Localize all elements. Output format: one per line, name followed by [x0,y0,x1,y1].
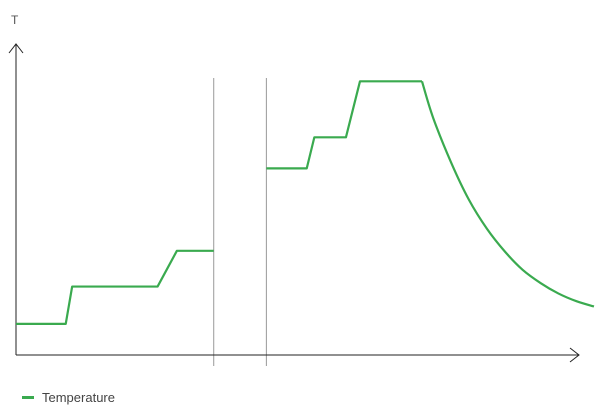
axes [8,43,580,363]
y-axis-arrow [8,43,24,54]
series-line-segment-2 [266,80,422,170]
legend: Temperature [22,390,115,405]
series-layer [16,80,595,325]
series-line-segment-1 [16,249,214,325]
y-axis-label: T [11,13,19,27]
divider-lines [213,78,267,366]
x-axis-arrow [569,347,580,363]
legend-swatch [22,396,34,399]
series-line-segment-3 [420,80,595,308]
legend-label: Temperature [42,390,115,405]
